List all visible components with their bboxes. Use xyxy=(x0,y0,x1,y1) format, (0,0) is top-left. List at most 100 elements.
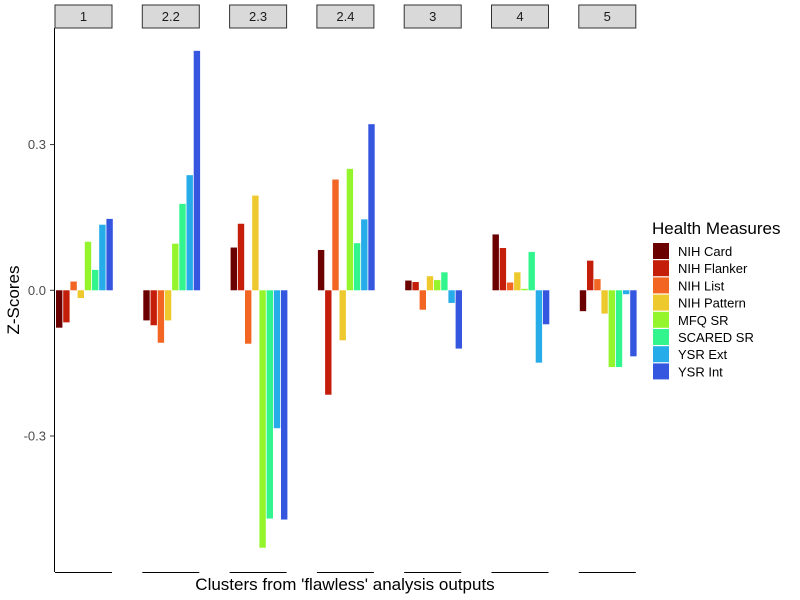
facet-2.3: 2.3 xyxy=(229,4,288,573)
bar-nih-flanker-cluster-2.2 xyxy=(150,290,157,326)
bar-ysr-int-cluster-2.4 xyxy=(368,124,375,291)
y-ticks: -0.3 0.0 0.3 xyxy=(24,137,55,444)
facet-strip-label: 2.2 xyxy=(162,9,180,24)
bar-scared-sr-cluster-4 xyxy=(528,251,535,291)
bar-nih-card-cluster-3 xyxy=(405,280,412,291)
bar-ysr-int-cluster-2.3 xyxy=(281,290,288,520)
bar-scared-sr-cluster-5 xyxy=(615,290,623,368)
facets: 1 2.2 2.3 2.4 3 4 5 xyxy=(54,4,637,573)
y-axis-title: Z-Scores xyxy=(4,266,23,335)
bar-nih-card-cluster-4 xyxy=(492,234,499,291)
bar-nih-card-cluster-5 xyxy=(579,290,587,312)
bar-nih-card-cluster-1 xyxy=(56,290,63,328)
legend-label: YSR Ext xyxy=(678,347,728,362)
facet-strip-label: 2.3 xyxy=(249,9,267,24)
facet-3: 3 xyxy=(403,4,462,573)
bar-mfq-sr-cluster-2.2 xyxy=(172,243,179,291)
legend: Health Measures NIH Card NIH Flanker NIH L… xyxy=(652,219,781,380)
facet-strip xyxy=(141,4,200,29)
bar-nih-card-cluster-2.3 xyxy=(230,247,237,291)
bar-ysr-ext-cluster-2.2 xyxy=(186,175,193,291)
legend-swatch xyxy=(653,243,669,259)
facet-1: 1 xyxy=(54,4,113,573)
bar-nih-pattern-cluster-4 xyxy=(514,272,521,291)
facet-strip xyxy=(491,4,549,29)
bar-ysr-int-cluster-5 xyxy=(630,290,637,357)
bar-nih-flanker-cluster-5 xyxy=(587,260,594,291)
bar-mfq-sr-cluster-1 xyxy=(84,241,92,291)
y-tick-label: 0.3 xyxy=(28,137,46,152)
axes: -0.3 0.0 0.3 xyxy=(24,28,55,572)
bar-scared-sr-cluster-1 xyxy=(92,269,99,291)
legend-label: NIH Pattern xyxy=(678,296,746,311)
bar-ysr-ext-cluster-5 xyxy=(623,290,630,295)
legend-swatch xyxy=(653,346,669,363)
legend-swatch xyxy=(653,329,669,345)
bar-nih-list-cluster-2.2 xyxy=(157,290,165,343)
legend-label: NIH Card xyxy=(678,244,732,259)
legend-swatch xyxy=(653,311,669,328)
bar-nih-card-cluster-2.4 xyxy=(317,249,325,291)
bar-nih-pattern-cluster-2.3 xyxy=(252,195,259,291)
bar-ysr-ext-cluster-2.3 xyxy=(273,290,281,429)
facet-2.4: 2.4 xyxy=(316,4,375,573)
facet-5: 5 xyxy=(578,4,637,573)
bar-ysr-int-cluster-1 xyxy=(106,218,113,291)
bar-ysr-ext-cluster-2.4 xyxy=(361,219,368,291)
bar-ysr-int-cluster-4 xyxy=(542,290,550,325)
bar-nih-list-cluster-2.3 xyxy=(245,290,252,344)
bar-ysr-int-cluster-2.2 xyxy=(193,50,201,291)
legend-swatch xyxy=(653,260,669,277)
legend-label: NIH List xyxy=(678,278,725,293)
x-axis-title: Clusters from 'flawless' analysis output… xyxy=(195,575,494,594)
facet-2.2: 2.2 xyxy=(141,4,201,573)
bar-mfq-sr-cluster-5 xyxy=(608,290,615,368)
bar-nih-pattern-cluster-1 xyxy=(77,290,84,299)
legend-swatch xyxy=(653,277,669,294)
bar-nih-card-cluster-2.2 xyxy=(143,290,150,321)
bar-nih-list-cluster-3 xyxy=(419,290,426,310)
bar-nih-pattern-cluster-2.2 xyxy=(164,290,172,321)
facet-strip-label: 5 xyxy=(604,9,611,24)
bar-nih-list-cluster-2.4 xyxy=(332,179,339,291)
legend-swatch xyxy=(653,294,669,311)
bar-nih-flanker-cluster-2.4 xyxy=(325,290,332,395)
legend-title: Health Measures xyxy=(652,219,781,238)
bar-scared-sr-cluster-2.4 xyxy=(353,243,361,291)
bar-mfq-sr-cluster-2.4 xyxy=(346,168,354,291)
bar-nih-list-cluster-1 xyxy=(70,281,77,291)
legend-label: MFQ SR xyxy=(678,313,729,328)
facet-strip xyxy=(229,4,288,29)
bar-nih-pattern-cluster-5 xyxy=(601,290,608,314)
bar-ysr-ext-cluster-1 xyxy=(99,224,106,291)
facet-strip-label: 4 xyxy=(516,9,523,24)
bar-mfq-sr-cluster-3 xyxy=(434,280,441,291)
bar-ysr-ext-cluster-3 xyxy=(448,290,455,303)
bar-scared-sr-cluster-2.3 xyxy=(266,290,273,519)
bar-mfq-sr-cluster-2.3 xyxy=(259,290,266,548)
bar-nih-list-cluster-5 xyxy=(594,279,601,291)
bar-scared-sr-cluster-2.2 xyxy=(179,203,186,291)
y-tick-label: 0.0 xyxy=(28,283,46,298)
legend-label: NIH Flanker xyxy=(678,261,748,276)
facet-strip xyxy=(578,4,637,29)
legend-items: NIH Card NIH Flanker NIH List NIH Pattern MF… xyxy=(653,243,754,380)
bar-scared-sr-cluster-3 xyxy=(441,272,448,291)
bar-nih-flanker-cluster-1 xyxy=(63,290,70,323)
bar-nih-flanker-cluster-3 xyxy=(412,282,419,291)
facet-strip xyxy=(316,4,375,29)
legend-swatch xyxy=(653,363,669,380)
legend-label: YSR Int xyxy=(678,364,723,379)
bar-nih-pattern-cluster-2.4 xyxy=(339,290,346,341)
bar-nih-flanker-cluster-4 xyxy=(499,248,507,291)
bar-nih-flanker-cluster-2.3 xyxy=(237,223,245,291)
bar-mfq-sr-cluster-4 xyxy=(521,288,528,291)
bar-ysr-int-cluster-3 xyxy=(455,290,462,349)
facet-strip xyxy=(54,4,113,29)
bar-ysr-ext-cluster-4 xyxy=(535,290,543,363)
y-tick-label: -0.3 xyxy=(24,429,46,444)
facet-strip xyxy=(403,4,462,29)
bar-nih-pattern-cluster-3 xyxy=(426,276,434,291)
facet-strip-label: 3 xyxy=(429,9,436,24)
